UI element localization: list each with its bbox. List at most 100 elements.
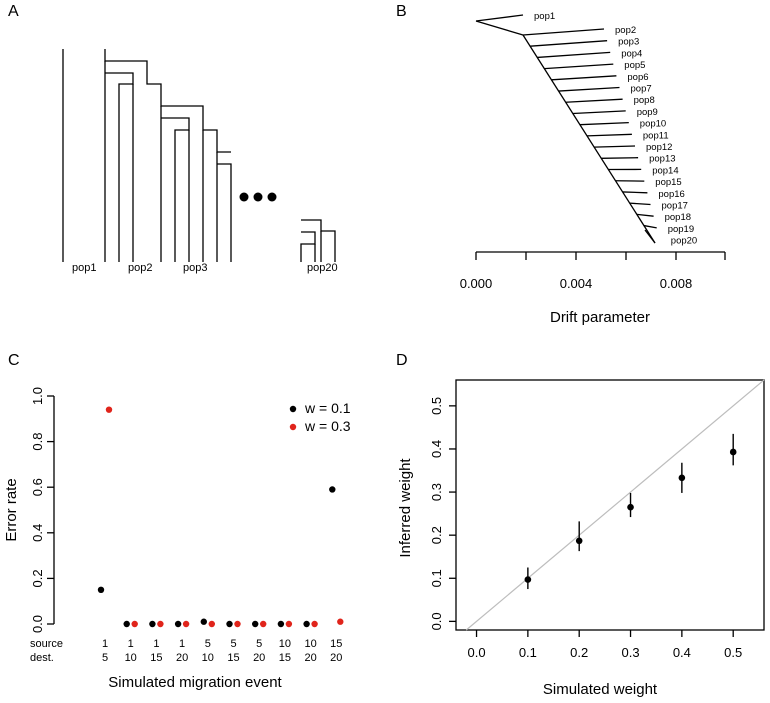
panel-d-ylabel: Inferred weight (397, 458, 414, 558)
panel-c-ylabel: Error rate (3, 478, 20, 541)
panel-b-branch (565, 98, 623, 103)
panel-b-branch (530, 40, 608, 47)
panel-b-label: pop16 (658, 189, 684, 200)
panel-c-source-value: 5 (230, 638, 236, 650)
panel-c-ytick-label: 0.0 (30, 615, 45, 633)
panel-c-legend: w = 0.1 w = 0.3 (289, 400, 351, 434)
panel-c-point (105, 406, 113, 413)
panel-b-branch (629, 202, 651, 206)
panel-c-point (97, 586, 105, 593)
panel-c-point (131, 620, 138, 628)
panel-b-label: pop11 (643, 130, 669, 141)
panel-b-label: pop18 (665, 212, 691, 223)
legend-label-w03: w = 0.3 (304, 418, 351, 434)
panel-c-point (252, 620, 259, 628)
panel-c-dest-label: dest. (30, 652, 54, 664)
panel-d-ytick-label: 0.0 (429, 612, 444, 630)
panel-b-branch (594, 145, 636, 148)
panel-d-point (524, 576, 532, 583)
panel-d-frame (455, 379, 765, 631)
panel-d-identity-line (465, 379, 765, 631)
panel-d-ytick-label: 0.1 (429, 569, 444, 587)
panel-b-label: pop20 (671, 236, 697, 247)
panel-b-label: pop7 (631, 84, 652, 95)
panel-b-branch (572, 110, 626, 115)
panel-c-point (337, 618, 344, 625)
panel-d-point (678, 474, 686, 482)
panel-c-letter: C (8, 352, 20, 369)
panel-b-branch (558, 86, 620, 92)
ellipsis-dot (267, 192, 277, 202)
panel-d-point (729, 448, 737, 456)
panel-b-branch (636, 213, 654, 217)
panel-b-label: pop8 (634, 95, 655, 106)
panel-a-label-pop3: pop3 (183, 262, 207, 274)
panel-b-xtick: 0.004 (560, 276, 593, 291)
panel-c-points (97, 406, 344, 628)
panel-a-label-pop2: pop2 (128, 262, 152, 274)
panel-c-point (157, 620, 164, 628)
panel-a-letter: A (8, 3, 19, 20)
panel-c-point (123, 620, 130, 628)
legend-label-w01: w = 0.1 (304, 400, 351, 416)
panel-c-source-value: 15 (330, 638, 342, 650)
panel-d-xtick-label: 0.4 (673, 645, 691, 660)
panel-b-branch (522, 28, 605, 36)
panel-b-axis (475, 251, 726, 260)
panel-b-label: pop10 (640, 119, 666, 130)
panel-c-point (182, 620, 190, 628)
panel-d-point (575, 537, 583, 545)
panel-b-branch (643, 224, 657, 229)
panel-b-label: pop13 (649, 154, 675, 165)
panel-c-point (149, 620, 156, 628)
panel-c-point (311, 620, 318, 628)
panel-b-label: pop2 (615, 25, 636, 36)
panel-b-branch (622, 191, 648, 194)
panel-c-dest-value: 20 (176, 652, 188, 664)
panel-a-tree (62, 49, 336, 262)
panel-c-source-value: 1 (128, 638, 134, 650)
panel-c-point (285, 620, 293, 628)
panel-b-branch (537, 51, 611, 59)
panel-d-ytick-label: 0.4 (429, 440, 444, 458)
panel-a-ellipsis (239, 192, 277, 202)
panel-c-point (174, 620, 182, 628)
panel-c-source-value: 10 (304, 638, 316, 650)
panel-d-yticks: 0.0 0.1 0.2 0.3 0.4 0.5 (429, 397, 456, 630)
panel-c-source-value: 1 (153, 638, 159, 650)
panel-b-xlabel: Drift parameter (550, 309, 650, 326)
panel-b-label: pop12 (646, 142, 672, 153)
panel-b-branch (586, 133, 632, 137)
panel-b-label: pop6 (627, 72, 648, 83)
panel-c-dest-value: 20 (253, 652, 265, 664)
panel-a-label-pop20: pop20 (307, 262, 338, 274)
panel-d-reference-line (465, 379, 765, 631)
panel-b-branch (644, 229, 656, 244)
panel-b-label: pop1 (534, 11, 555, 22)
panel-b-label: pop3 (618, 37, 639, 48)
panel-c-dest-value: 15 (227, 652, 239, 664)
panel-c-dest-value: 10 (125, 652, 137, 664)
panel-c-yticks: 0.0 0.2 0.4 0.6 0.8 1.0 (30, 387, 54, 633)
panel-d-xlabel: Simulated weight (543, 681, 658, 698)
panel-c-ytick-label: 0.8 (30, 433, 45, 451)
panel-c-point (234, 620, 241, 628)
panel-d-point (627, 503, 634, 511)
panel-c-ytick-label: 0.6 (30, 478, 45, 496)
panel-b-branch (579, 121, 629, 126)
panel-c-dest-value: 5 (102, 652, 108, 664)
panel-d-letter: D (396, 352, 408, 369)
panel-d-xtick-label: 0.1 (519, 645, 537, 660)
panel-b-branch (551, 75, 617, 81)
legend-marker-w03 (289, 423, 297, 431)
panel-b-label: pop5 (624, 60, 645, 71)
panel-c-source-value: 1 (102, 638, 108, 650)
panel-c-ytick-label: 1.0 (30, 387, 45, 405)
panel-d-xtick-label: 0.2 (570, 645, 588, 660)
panel-c-ytick-label: 0.4 (30, 524, 45, 542)
panel-c-point (226, 620, 233, 628)
panel-a-label-pop1: pop1 (72, 262, 96, 274)
panel-b-label: pop17 (662, 201, 688, 212)
panel-b-letter: B (396, 3, 407, 20)
